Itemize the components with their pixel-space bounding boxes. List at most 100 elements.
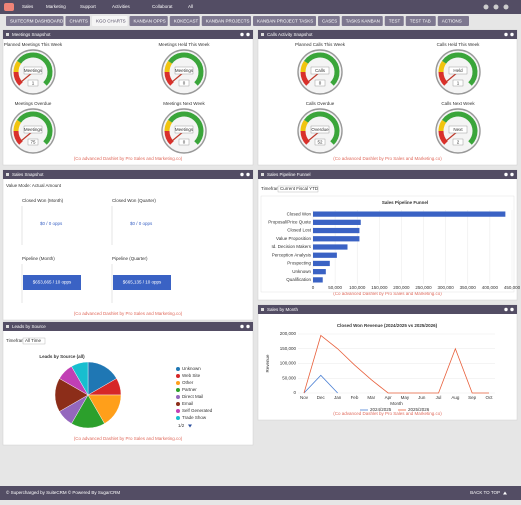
tab-label[interactable]: TEST [389,18,401,23]
tab-label[interactable]: KGO CHARTS [96,18,126,23]
settings-button[interactable] [504,307,508,312]
legend-label[interactable]: Trade Show [182,415,207,420]
tab[interactable] [201,16,251,26]
tab[interactable] [253,16,316,26]
tab-label[interactable]: ACTIONS [442,18,462,23]
tab-label[interactable]: SUITECRM DASHBOARD [10,18,64,23]
dashlet [2,169,254,321]
tab[interactable] [437,16,469,26]
panel-bar [23,275,81,290]
chart-title: Closed Won Revenue (2024/2025 vs 2025/20… [337,323,438,328]
gauge-name-box [448,66,468,75]
tab[interactable] [65,16,91,26]
legend-label[interactable]: Self Generated [182,408,213,413]
dashlet-icon [6,173,9,176]
x-tick-label: 100,000 [349,285,366,290]
dashlet-footer: (Co advanced Dashlet by Pro Sales and Ma… [74,156,183,161]
tab-label[interactable]: KANBAN PROJECTS [206,18,250,23]
search-icon[interactable] [483,4,489,10]
bar [313,269,326,275]
timeframe-select[interactable] [277,185,319,193]
settings-icon[interactable] [503,4,509,10]
user-icon[interactable] [493,4,499,10]
gauge-value-box [452,79,464,87]
legend-pager[interactable]: 1/2 [178,423,185,428]
y-tick-label: 150,000 [280,346,297,351]
legend-label[interactable]: 2025/2026 [408,407,430,412]
legend-label[interactable]: Unknown [182,366,201,371]
gauge-value-box [314,138,326,146]
gauge-band-red [300,130,310,145]
gauge-band-red [438,130,448,145]
dashlet-title: Sales Pipeline Funnel [267,172,311,177]
tab[interactable] [341,16,383,26]
tab[interactable] [384,16,404,26]
gauge-band-red [300,71,310,86]
tab[interactable] [318,16,340,26]
settings-button[interactable] [240,172,244,177]
close-button[interactable] [510,32,514,37]
gauge-band-green [442,111,478,145]
settings-button[interactable] [240,32,244,37]
pager-arrow[interactable] [188,424,192,428]
series-line [303,374,338,394]
nav-menu[interactable]: All [188,4,193,9]
timeframe-value[interactable]: Current Fiscal YTD [280,186,319,191]
nav-menu[interactable]: Sales [22,4,34,9]
nav-menu[interactable]: Activities [112,4,131,9]
nav-menu[interactable]: Marketing [46,4,66,9]
x-tick-label: 450,000 [504,285,521,290]
legend-label[interactable]: Partner [182,387,197,392]
close-button[interactable] [246,32,250,37]
settings-button[interactable] [504,172,508,177]
panel-title: Pipeline (Quarter) [112,256,148,261]
nav-menu[interactable]: Collaborat [152,4,173,9]
back-to-top[interactable]: BACK TO TOP [470,490,500,495]
gauge-label: Meetings Held This Week [158,42,210,47]
close-button[interactable] [246,324,250,329]
timeframe-select[interactable] [22,337,46,345]
nav-menu[interactable]: Support [80,4,97,9]
timeframe-value[interactable]: All Time [25,338,42,343]
settings-button[interactable] [504,32,508,37]
gauge-value: 0 [319,80,322,85]
x-tick-label: 400,000 [482,285,499,290]
tab[interactable] [92,16,128,26]
logo[interactable] [4,3,14,11]
tab[interactable] [405,16,436,26]
gauge-value: 0 [183,139,186,144]
bar [313,211,506,217]
legend-label[interactable]: Other [182,380,194,385]
chart-title: Leads by Source (all) [39,354,85,359]
legend-label[interactable]: Direct Mail [182,394,203,399]
legend-label[interactable]: Web Site [182,373,201,378]
dashlet-footer: (Co advanced Dashlet by Pro Sales and Ma… [74,436,183,441]
gauge-band-red [164,130,174,145]
tab-label[interactable]: TEST TAB [410,18,431,23]
bar [313,260,330,267]
tab[interactable] [169,16,200,26]
gauge-band-red [13,71,23,86]
settings-button[interactable] [240,324,244,329]
x-tick-label: 300,000 [438,285,455,290]
legend-label[interactable]: 2024/2025 [370,407,392,412]
legend-label[interactable]: Email [182,401,193,406]
dashlet-title: Calls Activity Snapshot [267,32,313,37]
tab[interactable] [6,16,64,26]
tab-label[interactable]: KOKECAST [174,18,199,23]
x-tick-label: Mar [367,395,375,400]
tab[interactable] [129,16,168,26]
close-button[interactable] [510,307,514,312]
tab-label[interactable]: KANBAN PROJECT TASKS [257,18,313,23]
close-button[interactable] [246,172,250,177]
bar [313,244,348,250]
dashlet-header [3,170,253,179]
tab-label[interactable]: CASES [322,18,337,23]
close-button[interactable] [510,172,514,177]
back-to-top-arrow[interactable] [503,491,507,495]
tab-label[interactable]: TASKS KANBAN [346,18,380,23]
x-tick-label: Sep [468,395,477,400]
tab-label[interactable]: KANBAN OPPS [134,18,166,23]
tab-label[interactable]: CHARTS [70,18,88,23]
dashlet-icon [261,33,264,36]
